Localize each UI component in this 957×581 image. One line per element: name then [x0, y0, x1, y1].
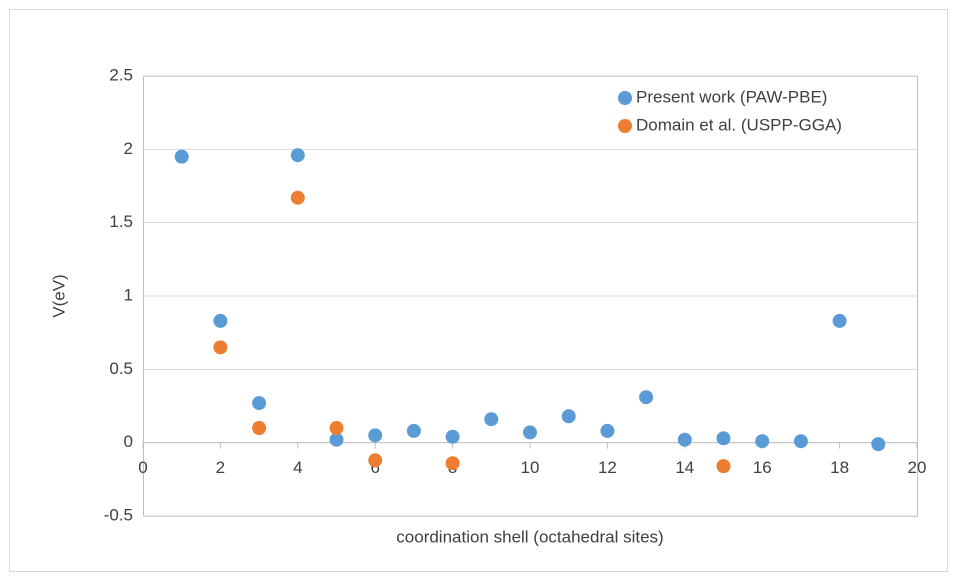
data-point: [832, 313, 847, 328]
x-tick-label: 14: [675, 458, 694, 477]
legend-label: Domain et al. (USPP-GGA): [636, 115, 842, 134]
data-point: [639, 390, 654, 405]
data-point: [406, 423, 421, 438]
data-point: [329, 432, 344, 447]
data-point: [290, 190, 305, 205]
x-tick-label: 16: [753, 458, 772, 477]
y-axis-title: V(eV): [49, 274, 68, 317]
data-point: [445, 429, 460, 444]
data-point: [677, 432, 692, 447]
y-tick-label: 2: [124, 139, 133, 158]
x-tick-label: 18: [830, 458, 849, 477]
data-point: [445, 456, 460, 471]
x-tick-label: 2: [216, 458, 225, 477]
data-point: [252, 421, 267, 435]
data-point: [213, 340, 228, 355]
data-point: [329, 421, 344, 435]
y-tick-label: 2.5: [109, 65, 133, 84]
data-point: [174, 149, 189, 164]
data-point: [755, 434, 770, 449]
data-point: [368, 453, 383, 468]
data-point: [716, 459, 731, 474]
x-tick-label: 20: [908, 458, 927, 477]
data-point: [600, 423, 615, 438]
x-tick-label: 6: [370, 458, 379, 477]
data-point: [793, 434, 808, 449]
data-point: [484, 412, 499, 427]
data-point: [368, 428, 383, 443]
x-axis-title: coordination shell (octahedral sites): [396, 527, 663, 546]
legend-marker: [618, 119, 632, 133]
x-tick-label: 12: [598, 458, 617, 477]
data-point: [523, 425, 537, 440]
y-tick-label: 0.5: [109, 359, 133, 378]
data-point: [561, 409, 576, 424]
data-point: [871, 437, 886, 452]
data-point: [716, 431, 731, 446]
y-tick-label: 1: [124, 285, 133, 304]
x-tick-label: 10: [521, 458, 540, 477]
y-tick-label: -0.5: [104, 505, 133, 524]
legend-label: Present work (PAW-PBE): [636, 87, 827, 106]
y-tick-label: 0: [124, 432, 133, 451]
y-tick-label: 1.5: [109, 212, 133, 231]
x-tick-label: 4: [293, 458, 302, 477]
x-tick-label: 0: [138, 458, 147, 477]
data-point: [252, 396, 267, 411]
chart-border: [9, 9, 948, 572]
legend-marker: [618, 91, 632, 105]
data-point: [213, 313, 228, 328]
data-point: [290, 148, 305, 163]
